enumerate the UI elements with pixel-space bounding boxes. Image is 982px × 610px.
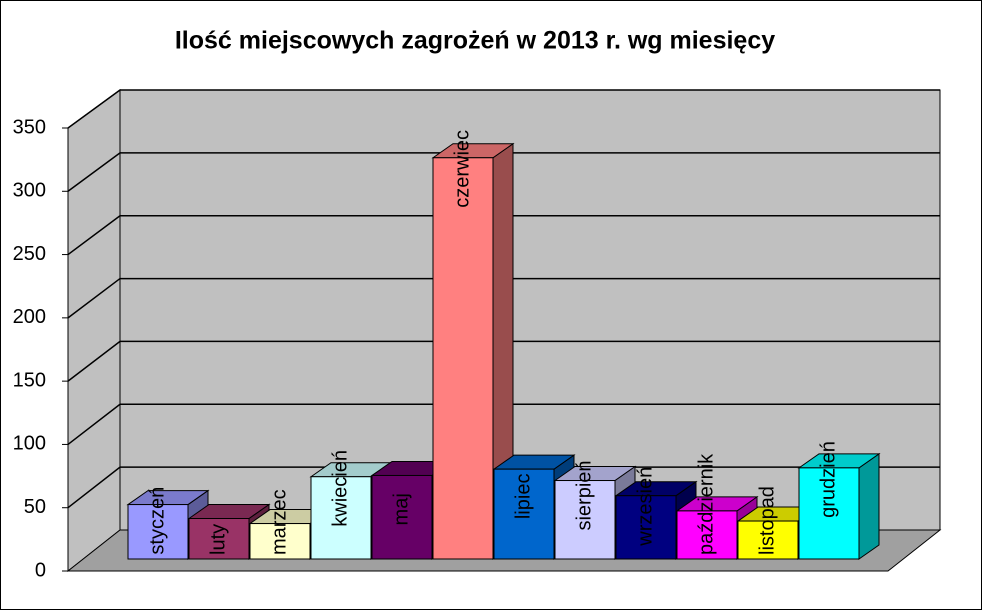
y-tick-label: 250 (13, 243, 46, 265)
bar-label: październik (695, 453, 717, 555)
y-tick-label: 350 (13, 116, 46, 138)
bar-label: sierpień (573, 460, 595, 530)
grid-line (67, 214, 940, 256)
bar-label: czerwiec (451, 130, 473, 208)
bar (798, 467, 860, 560)
bar (310, 476, 372, 560)
bar-label: styczeń (146, 487, 168, 555)
grid-line (67, 340, 940, 382)
bar (127, 504, 189, 560)
y-tick-label: 150 (13, 369, 46, 391)
chart-title: Ilość miejscowych zagrożeń w 2013 r. wg … (175, 27, 775, 55)
bar (737, 520, 799, 560)
bar (249, 523, 311, 560)
bar-label: listopad (756, 486, 778, 555)
bar (554, 480, 616, 560)
grid-line (67, 466, 940, 509)
grid-line (67, 403, 940, 446)
side-wall (67, 89, 121, 573)
bar-label: kwiecień (329, 450, 351, 527)
bar-label: lipiec (512, 474, 534, 520)
bar (188, 517, 250, 560)
bar (493, 468, 555, 560)
bar-side (858, 452, 880, 560)
bar (615, 495, 677, 560)
y-tick-label: 100 (13, 433, 46, 455)
grid-line (67, 89, 940, 129)
y-tick-label: 200 (13, 306, 46, 328)
bar-label: maj (390, 493, 412, 525)
bar-label: grudzień (817, 441, 839, 518)
y-tick-label: 0 (35, 559, 46, 581)
y-tick-label: 300 (13, 180, 46, 202)
bar (432, 157, 494, 560)
bar (371, 474, 433, 560)
bar-label: luty (207, 524, 229, 555)
bar-label: marzec (268, 489, 290, 555)
bar (676, 510, 738, 560)
grid-line (67, 152, 940, 192)
y-tick-label: 50 (24, 496, 46, 518)
bar-label: wrzesień (634, 467, 656, 547)
grid-line (67, 277, 940, 319)
